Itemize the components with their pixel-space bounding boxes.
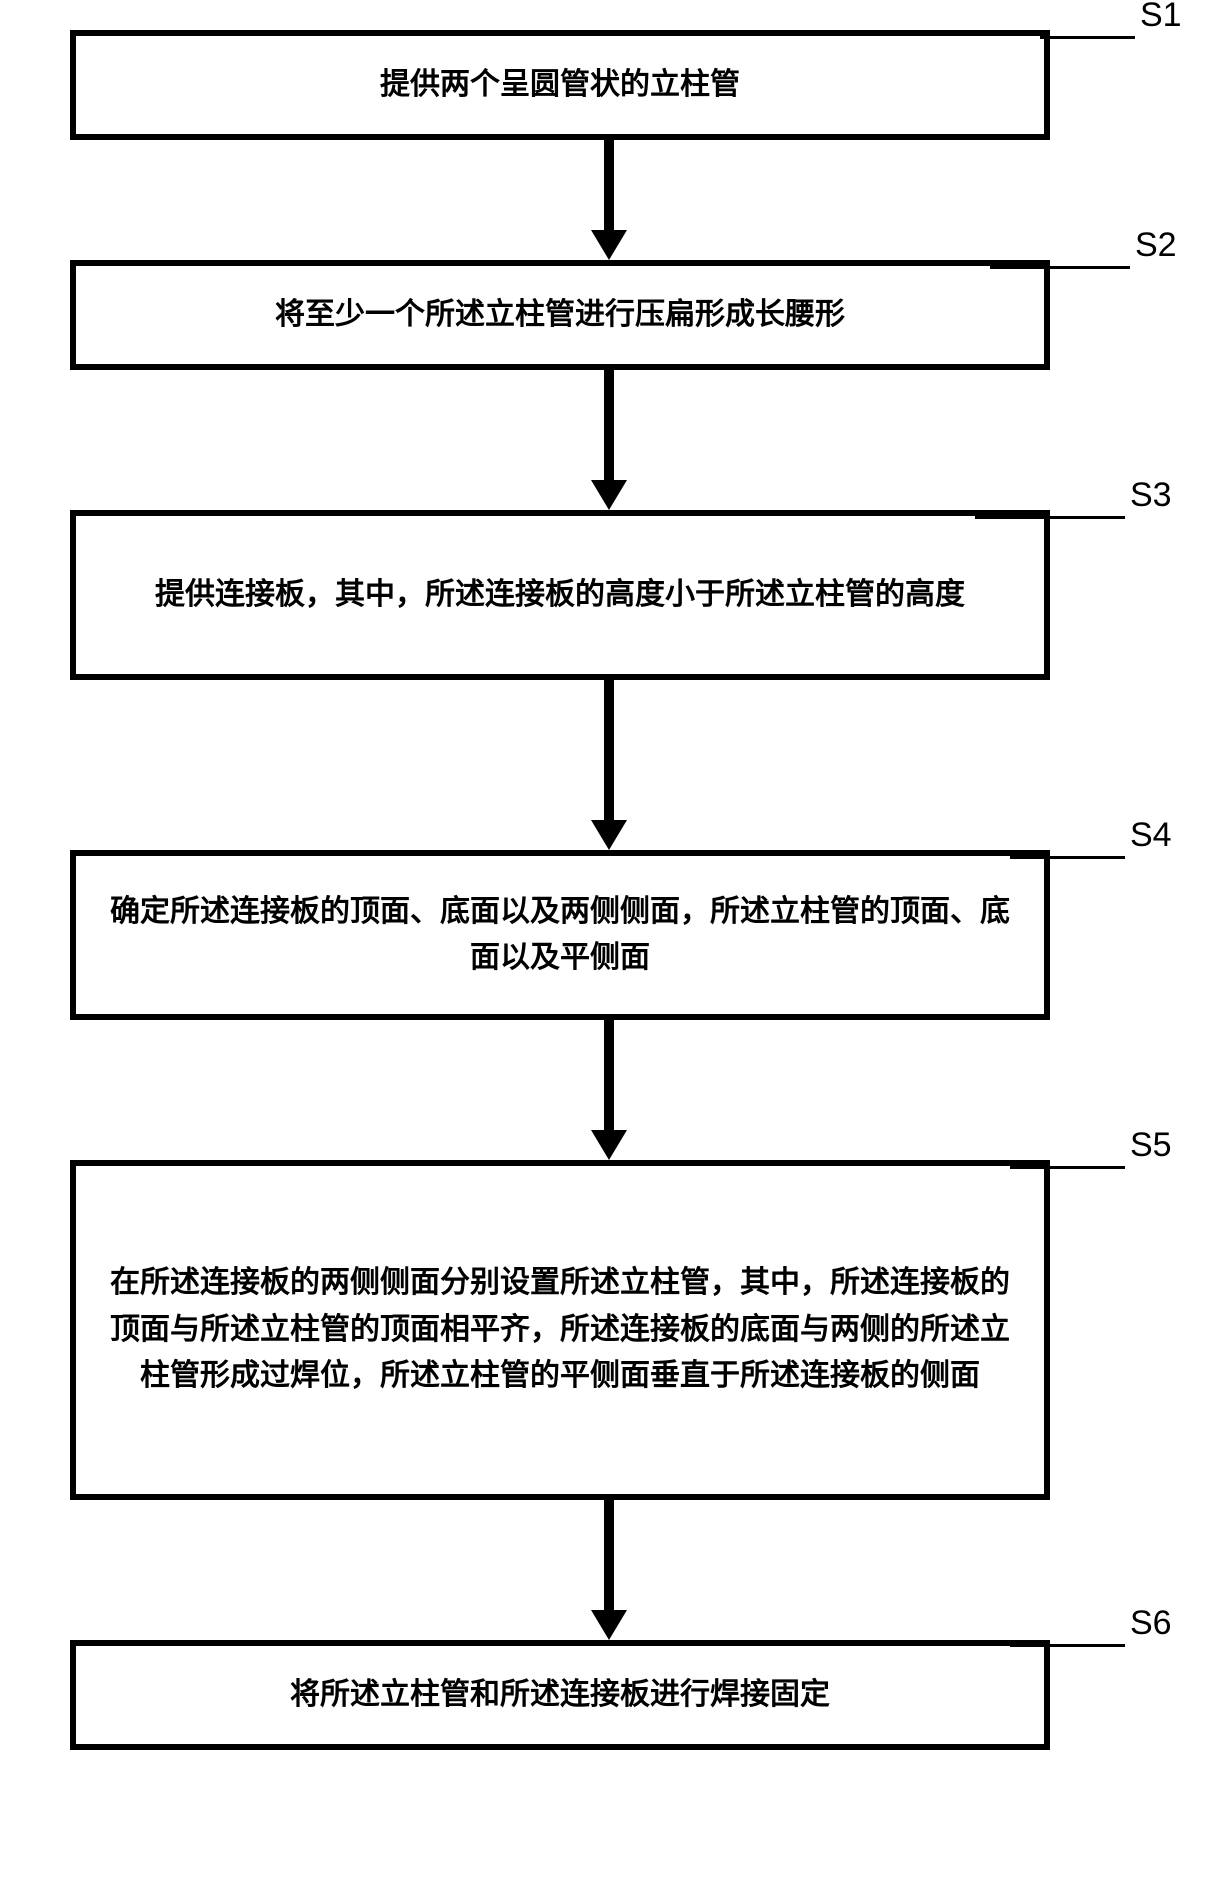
step-box-s2: 将至少一个所述立柱管进行压扁形成长腰形	[70, 260, 1050, 370]
step-label-s3: S3	[1130, 476, 1172, 515]
arrow-shaft-s4	[604, 1020, 614, 1130]
arrow-head-icon	[591, 230, 627, 260]
arrow-s5	[591, 1500, 627, 1640]
arrow-shaft-s5	[604, 1500, 614, 1610]
step-text-s4: 确定所述连接板的顶面、底面以及两侧侧面，所述立柱管的顶面、底面以及平侧面	[106, 889, 1014, 982]
arrow-head-icon	[591, 1130, 627, 1160]
step-text-s5: 在所述连接板的两侧侧面分别设置所述立柱管，其中，所述连接板的顶面与所述立柱管的顶…	[106, 1260, 1014, 1400]
leader-s2	[990, 266, 1130, 269]
leader-s4	[1010, 856, 1125, 859]
leader-s5	[1010, 1166, 1125, 1169]
arrow-shaft-s2	[604, 370, 614, 480]
step-box-s4: 确定所述连接板的顶面、底面以及两侧侧面，所述立柱管的顶面、底面以及平侧面	[70, 850, 1050, 1020]
step-box-s6: 将所述立柱管和所述连接板进行焊接固定	[70, 1640, 1050, 1750]
arrow-container-s2	[79, 370, 1139, 510]
step-row-s6: 将所述立柱管和所述连接板进行焊接固定 S6	[30, 1640, 1188, 1750]
step-text-s1: 提供两个呈圆管状的立柱管	[380, 62, 740, 109]
arrow-head-icon	[591, 480, 627, 510]
step-box-s5: 在所述连接板的两侧侧面分别设置所述立柱管，其中，所述连接板的顶面与所述立柱管的顶…	[70, 1160, 1050, 1500]
step-label-s5: S5	[1130, 1126, 1172, 1165]
step-row-s3: 提供连接板，其中，所述连接板的高度小于所述立柱管的高度 S3	[30, 510, 1188, 680]
step-text-s2: 将至少一个所述立柱管进行压扁形成长腰形	[275, 292, 845, 339]
arrow-s2	[591, 370, 627, 510]
step-row-s1: 提供两个呈圆管状的立柱管 S1	[30, 30, 1188, 140]
step-label-s1: S1	[1140, 0, 1182, 35]
arrow-container-s4	[79, 1020, 1139, 1160]
arrow-container-s1	[79, 140, 1139, 260]
arrow-head-icon	[591, 1610, 627, 1640]
step-row-s5: 在所述连接板的两侧侧面分别设置所述立柱管，其中，所述连接板的顶面与所述立柱管的顶…	[30, 1160, 1188, 1500]
step-row-s4: 确定所述连接板的顶面、底面以及两侧侧面，所述立柱管的顶面、底面以及平侧面 S4	[30, 850, 1188, 1020]
step-row-s2: 将至少一个所述立柱管进行压扁形成长腰形 S2	[30, 260, 1188, 370]
arrow-container-s3	[79, 680, 1139, 850]
leader-s1	[1040, 36, 1135, 39]
flowchart-container: 提供两个呈圆管状的立柱管 S1 将至少一个所述立柱管进行压扁形成长腰形 S2 提…	[30, 30, 1188, 1750]
step-text-s3: 提供连接板，其中，所述连接板的高度小于所述立柱管的高度	[155, 572, 965, 619]
arrow-s3	[591, 680, 627, 850]
step-box-s1: 提供两个呈圆管状的立柱管	[70, 30, 1050, 140]
arrow-shaft-s3	[604, 680, 614, 820]
arrow-container-s5	[79, 1500, 1139, 1640]
leader-s6	[1010, 1644, 1125, 1647]
step-text-s6: 将所述立柱管和所述连接板进行焊接固定	[290, 1672, 830, 1719]
step-label-s4: S4	[1130, 816, 1172, 855]
arrow-s1	[591, 140, 627, 260]
leader-s3	[975, 516, 1125, 519]
arrow-head-icon	[591, 820, 627, 850]
step-label-s2: S2	[1135, 226, 1177, 265]
step-box-s3: 提供连接板，其中，所述连接板的高度小于所述立柱管的高度	[70, 510, 1050, 680]
step-label-s6: S6	[1130, 1604, 1172, 1643]
arrow-shaft-s1	[604, 140, 614, 230]
arrow-s4	[591, 1020, 627, 1160]
